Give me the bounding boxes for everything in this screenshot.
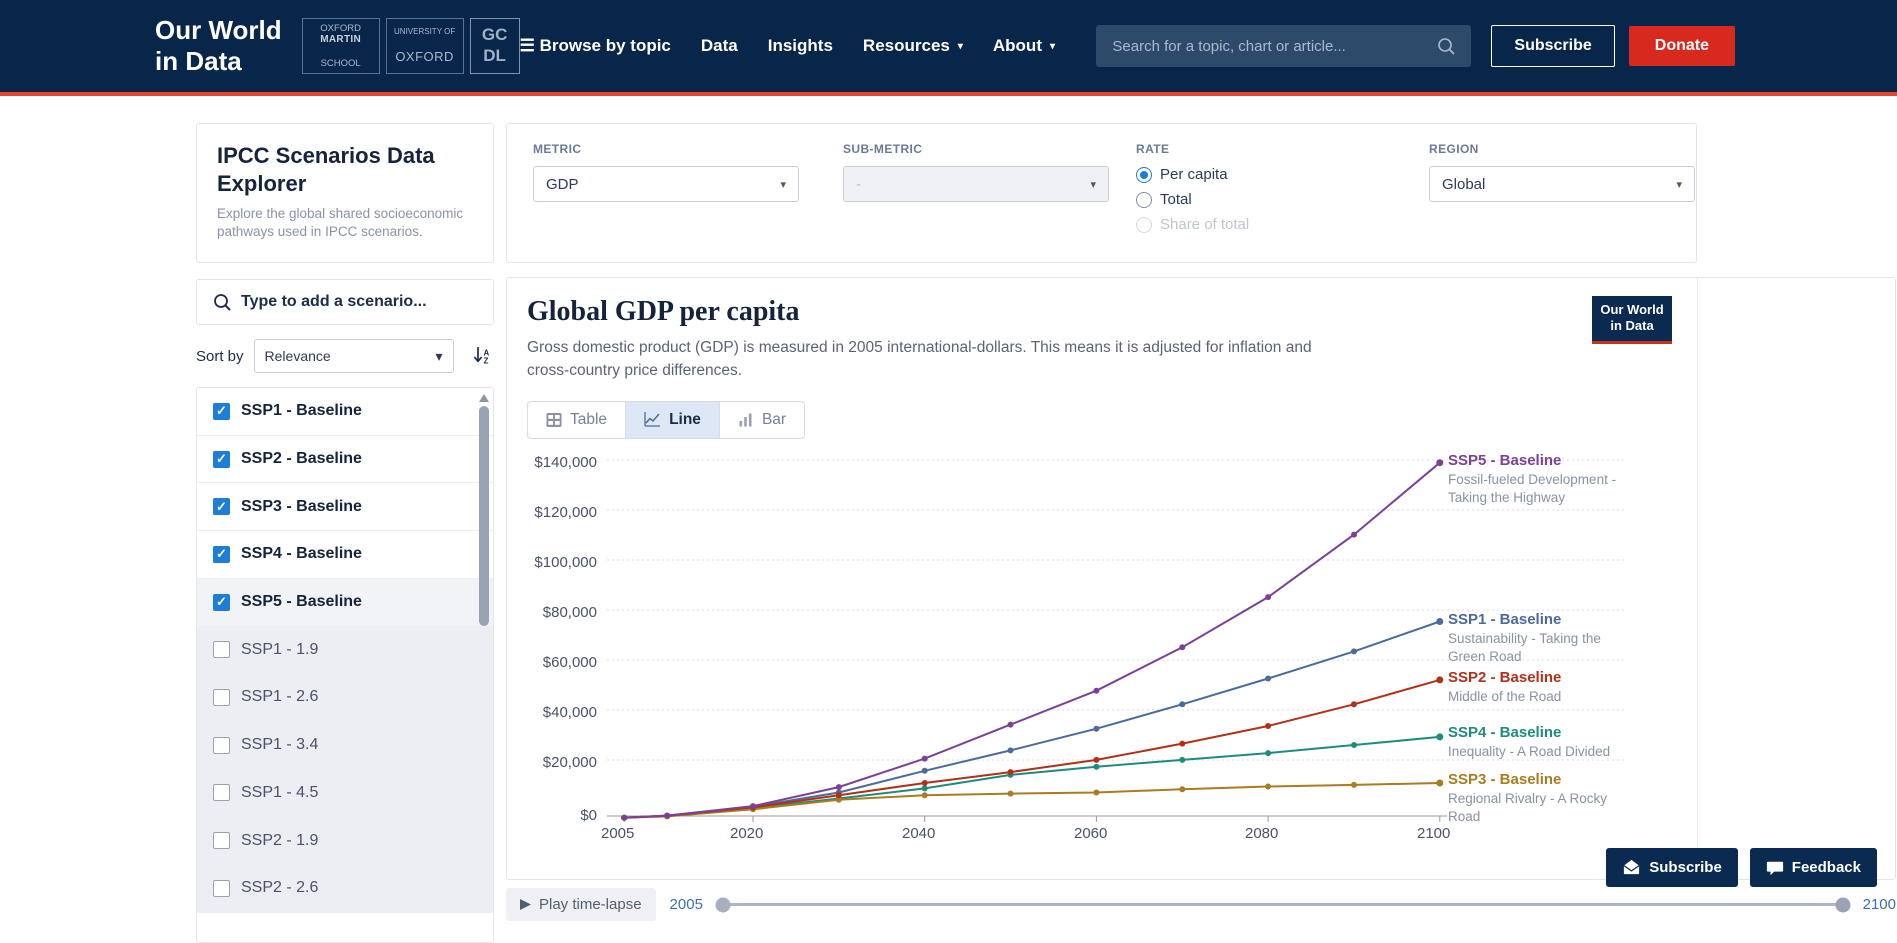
svg-text:Z: Z bbox=[484, 357, 489, 366]
